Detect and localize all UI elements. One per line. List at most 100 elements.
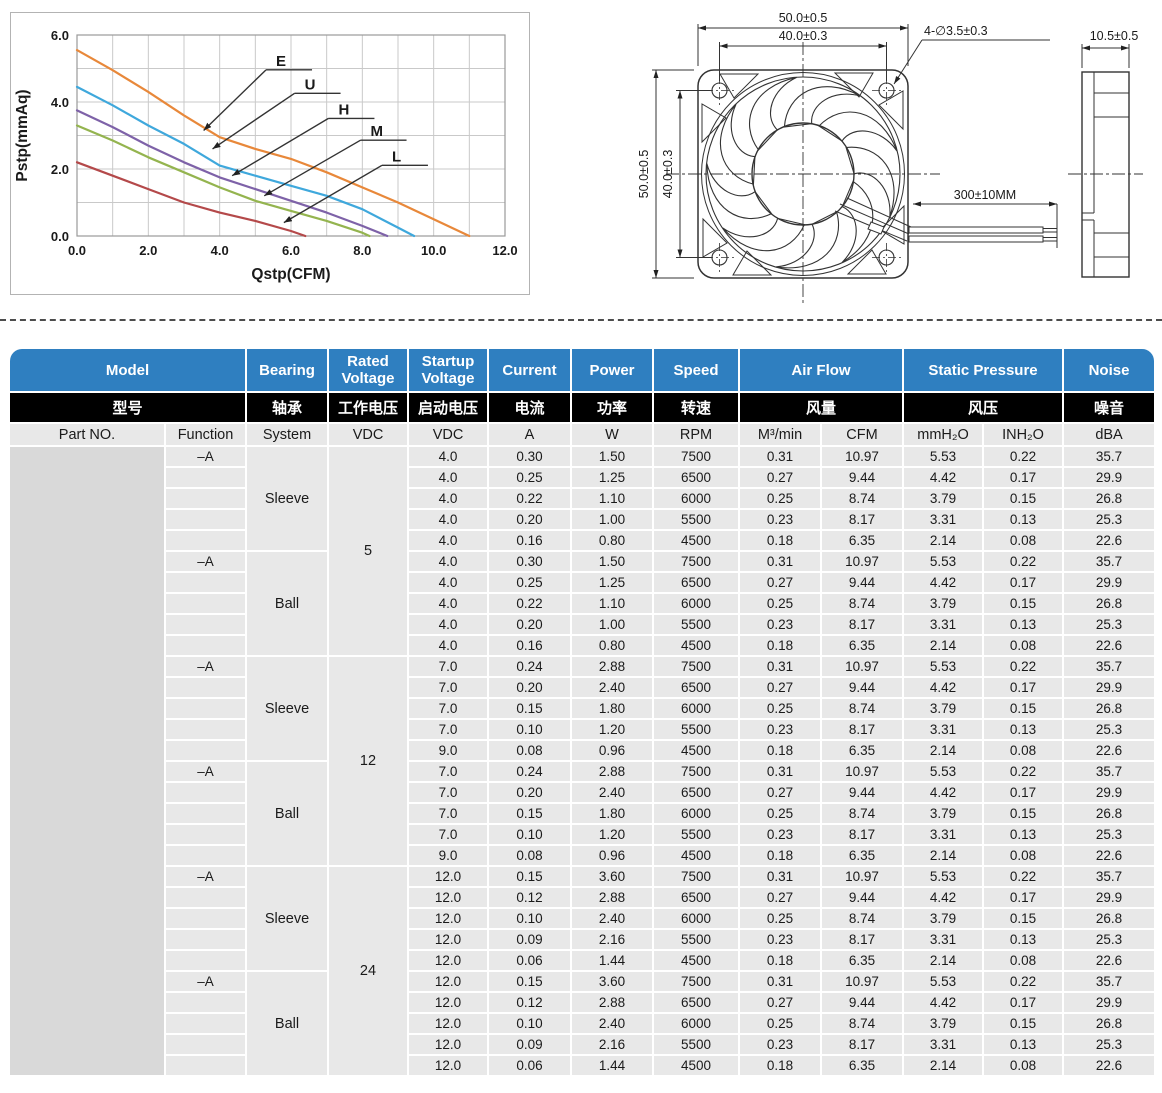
rated-voltage-cell: 12 bbox=[329, 657, 407, 865]
pressure-inh2o-cell: 0.15 bbox=[984, 1014, 1063, 1033]
airflow-m3-cell: 0.31 bbox=[740, 552, 820, 571]
function-cell: –A bbox=[166, 762, 245, 781]
speed-cell: 5500 bbox=[654, 825, 738, 844]
function-cell bbox=[166, 909, 245, 928]
airflow-m3-cell: 0.31 bbox=[740, 867, 820, 886]
airflow-cfm-cell: 10.97 bbox=[822, 552, 903, 571]
function-cell bbox=[166, 468, 245, 487]
speed-cell: 7500 bbox=[654, 552, 738, 571]
unit-pressure-inh2o: INH₂O bbox=[984, 424, 1063, 445]
current-cell: 0.20 bbox=[489, 678, 570, 697]
airflow-cfm-cell: 9.44 bbox=[822, 783, 903, 802]
fan-drawing-svg: 50.0±0.5 40.0±0.3 50.0±0.5 40.0±0.3 4-∅3… bbox=[637, 11, 1143, 306]
airflow-cfm-cell: 8.74 bbox=[822, 804, 903, 823]
function-cell bbox=[166, 825, 245, 844]
speed-cell: 6500 bbox=[654, 888, 738, 907]
speed-cell: 6500 bbox=[654, 573, 738, 592]
header-power: Power bbox=[572, 349, 652, 391]
header-startup-voltage: Startup Voltage bbox=[409, 349, 487, 391]
pressure-inh2o-cell: 0.17 bbox=[984, 468, 1063, 487]
table-row: 12.0 0.12 2.88 6500 0.27 9.44 4.42 0.17 29.9 bbox=[10, 993, 1155, 1012]
table-row: 7.0 0.15 1.80 6000 0.25 8.74 3.79 0.15 26.8 bbox=[10, 804, 1155, 823]
function-cell: –A bbox=[166, 552, 245, 571]
current-cell: 0.15 bbox=[489, 867, 570, 886]
curve-label-M: M bbox=[263, 123, 407, 197]
noise-cell: 22.6 bbox=[1064, 531, 1155, 550]
speed-cell: 5500 bbox=[654, 615, 738, 634]
fan-drawing: 50.0±0.5 40.0±0.3 50.0±0.5 40.0±0.3 4-∅3… bbox=[628, 8, 1160, 313]
power-cell: 2.88 bbox=[572, 888, 652, 907]
header-static-pressure-cn: 风压 bbox=[904, 393, 1063, 422]
power-cell: 0.96 bbox=[572, 741, 652, 760]
pressure-mmh2o-cell: 4.42 bbox=[904, 783, 983, 802]
startup-voltage-cell: 12.0 bbox=[409, 1014, 487, 1033]
function-cell: –A bbox=[166, 867, 245, 886]
speed-cell: 6500 bbox=[654, 783, 738, 802]
noise-cell: 26.8 bbox=[1064, 594, 1155, 613]
function-cell bbox=[166, 615, 245, 634]
function-cell bbox=[166, 993, 245, 1012]
power-cell: 1.50 bbox=[572, 552, 652, 571]
noise-cell: 25.3 bbox=[1064, 615, 1155, 634]
noise-cell: 29.9 bbox=[1064, 678, 1155, 697]
table-row: 4.0 0.25 1.25 6500 0.27 9.44 4.42 0.17 29.9 bbox=[10, 573, 1155, 592]
svg-text:L: L bbox=[392, 148, 401, 165]
pressure-mmh2o-cell: 4.42 bbox=[904, 573, 983, 592]
series-L bbox=[75, 161, 307, 238]
pressure-inh2o-cell: 0.22 bbox=[984, 447, 1063, 466]
pressure-inh2o-cell: 0.22 bbox=[984, 972, 1063, 991]
noise-cell: 26.8 bbox=[1064, 699, 1155, 718]
airflow-m3-cell: 0.23 bbox=[740, 720, 820, 739]
power-cell: 0.80 bbox=[572, 531, 652, 550]
speed-cell: 6500 bbox=[654, 678, 738, 697]
airflow-m3-cell: 0.31 bbox=[740, 972, 820, 991]
startup-voltage-cell: 12.0 bbox=[409, 867, 487, 886]
pressure-mmh2o-cell: 3.79 bbox=[904, 594, 983, 613]
noise-cell: 29.9 bbox=[1064, 783, 1155, 802]
current-cell: 0.30 bbox=[489, 447, 570, 466]
header-row-chinese: 型号 轴承 工作电压 启动电压 电流 功率 转速 风量 风压 噪音 bbox=[10, 393, 1155, 422]
function-cell bbox=[166, 510, 245, 529]
header-model: Model bbox=[10, 349, 245, 391]
power-cell: 3.60 bbox=[572, 867, 652, 886]
startup-voltage-cell: 9.0 bbox=[409, 846, 487, 865]
power-cell: 2.88 bbox=[572, 762, 652, 781]
table-row: –A Ball 12.0 0.15 3.60 7500 0.31 10.97 5.53 0.22 3… bbox=[10, 972, 1155, 1075]
table-row: 4.0 0.25 1.25 6500 0.27 9.44 4.42 0.17 29.9 bbox=[10, 468, 1155, 487]
table-row: 12.0 0.06 1.44 4500 0.18 6.35 2.14 0.08 22.6 bbox=[10, 1056, 1155, 1075]
airflow-cfm-cell: 6.35 bbox=[822, 741, 903, 760]
function-cell bbox=[166, 951, 245, 970]
noise-cell: 22.6 bbox=[1064, 846, 1155, 865]
pressure-inh2o-cell: 0.08 bbox=[984, 531, 1063, 550]
function-cell bbox=[166, 846, 245, 865]
dim-wire-length: 300±10MM bbox=[954, 188, 1016, 202]
noise-cell: 26.8 bbox=[1064, 909, 1155, 928]
dimension-lines bbox=[652, 24, 1130, 279]
airflow-m3-cell: 0.23 bbox=[740, 510, 820, 529]
svg-text:0.0: 0.0 bbox=[68, 243, 86, 258]
power-cell: 2.40 bbox=[572, 909, 652, 928]
speed-cell: 5500 bbox=[654, 930, 738, 949]
pressure-mmh2o-cell: 3.79 bbox=[904, 489, 983, 508]
curve-label-H: H bbox=[231, 101, 375, 177]
airflow-cfm-cell: 10.97 bbox=[822, 762, 903, 781]
startup-voltage-cell: 4.0 bbox=[409, 531, 487, 550]
airflow-m3-cell: 0.18 bbox=[740, 846, 820, 865]
pressure-inh2o-cell: 0.08 bbox=[984, 846, 1063, 865]
unit-part-no: Part NO. bbox=[10, 424, 164, 445]
airflow-cfm-cell: 10.97 bbox=[822, 447, 903, 466]
unit-system: System bbox=[247, 424, 327, 445]
svg-text:2.0: 2.0 bbox=[51, 162, 69, 177]
airflow-m3-cell: 0.23 bbox=[740, 825, 820, 844]
power-cell: 1.25 bbox=[572, 468, 652, 487]
airflow-cfm-cell: 6.35 bbox=[822, 846, 903, 865]
current-cell: 0.16 bbox=[489, 531, 570, 550]
power-cell: 0.80 bbox=[572, 636, 652, 655]
table-row: 12.0 0.12 2.88 6500 0.27 9.44 4.42 0.17 29.9 bbox=[10, 888, 1155, 907]
pressure-mmh2o-cell: 5.53 bbox=[904, 762, 983, 781]
header-power-cn: 功率 bbox=[572, 393, 652, 422]
startup-voltage-cell: 7.0 bbox=[409, 804, 487, 823]
current-cell: 0.06 bbox=[489, 1056, 570, 1075]
function-cell bbox=[166, 741, 245, 760]
current-cell: 0.20 bbox=[489, 783, 570, 802]
